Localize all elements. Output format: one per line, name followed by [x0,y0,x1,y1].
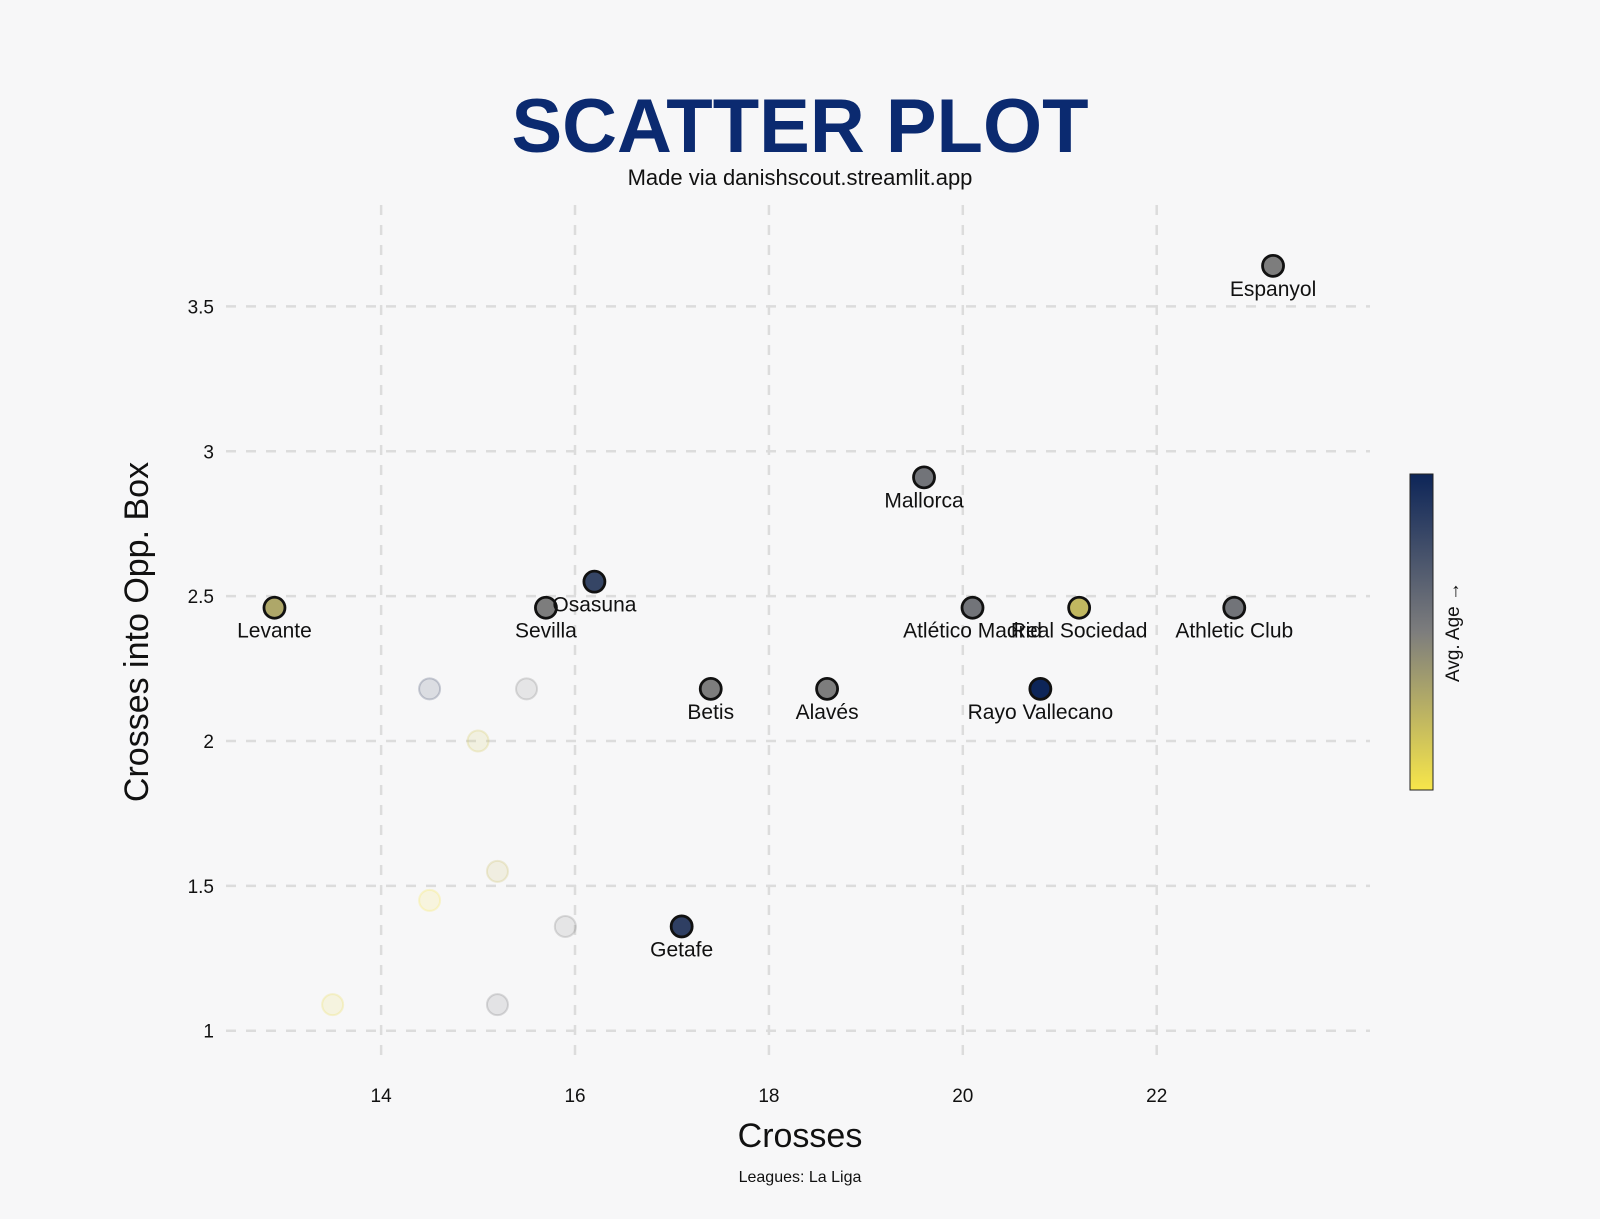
y-tick-label: 1 [203,1022,214,1043]
point-label-athletic-club: Athletic Club [1175,620,1293,643]
y-tick-label: 2 [203,732,214,753]
y-tick-label: 3.5 [188,297,214,318]
point-mallorca [912,465,936,490]
point-real-sociedad [1067,595,1092,620]
background-point-2 [466,729,490,753]
x-tick-label: 18 [758,1086,779,1107]
background-point-6 [321,993,345,1017]
y-tick-label: 1.5 [188,877,214,898]
point-label-mallorca: Mallorca [884,489,964,512]
y-tick-label: 2.5 [188,587,214,608]
background-point-7 [485,993,509,1017]
highlighted-points [262,253,1285,939]
y-axis-label: Crosses into Opp. Box [118,462,156,802]
point-label-real-sociedad: Real Sociedad [1011,620,1148,643]
point-betis [698,676,723,701]
background-points [321,677,577,1017]
point-atletico-madrid [960,595,985,620]
x-axis-label: Crosses [738,1117,863,1155]
background-point-1 [515,677,539,701]
background-point-4 [418,888,442,912]
background-point-5 [553,914,577,938]
point-label-sevilla: Sevilla [515,620,577,643]
point-label-betis: Betis [687,701,734,724]
point-label-rayo-vallecano: Rayo Vallecano [968,701,1114,724]
point-label-osasuna: Osasuna [552,594,636,617]
chart-footer: Leagues: La Liga [739,1169,862,1186]
x-axis-ticks: 14 16 18 20 22 [371,1086,1168,1107]
chart-title: SCATTER PLOT [511,84,1088,169]
grid [226,205,1370,1060]
point-label-levante: Levante [237,620,312,643]
background-point-3 [485,859,509,883]
x-tick-label: 16 [564,1086,585,1107]
point-getafe [669,914,694,939]
x-tick-label: 20 [952,1086,973,1107]
chart-subtitle: Made via danishscout.streamlit.app [628,165,973,190]
point-label-espanyol: Espanyol [1230,278,1316,301]
y-axis-ticks: 1 1.5 2 2.5 3 3.5 [188,297,214,1042]
background-point-0 [418,677,442,701]
point-labels: Espanyol Mallorca Osasuna Levante Sevilla Atl… [237,278,1316,962]
colorbar-label: Avg. Age → [1443,582,1464,682]
point-sevilla [534,595,558,620]
x-tick-label: 22 [1146,1086,1167,1107]
point-espanyol [1261,253,1285,278]
point-athletic-club [1222,595,1247,620]
point-label-atletico-madrid: Atlético Madrid [903,620,1042,643]
point-alaves [815,676,839,701]
x-tick-label: 14 [371,1086,393,1107]
point-label-alaves: Alavés [796,701,859,724]
y-tick-label: 3 [203,442,214,463]
colorbar [1409,473,1434,791]
point-label-getafe: Getafe [650,938,713,961]
point-levante [262,595,287,620]
point-osasuna [582,569,607,594]
point-rayo-vallecano [1028,676,1053,701]
